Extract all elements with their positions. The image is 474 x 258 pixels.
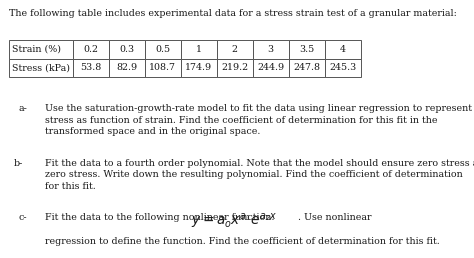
Text: 108.7: 108.7 xyxy=(149,63,176,72)
FancyBboxPatch shape xyxy=(9,40,73,59)
Text: 3.5: 3.5 xyxy=(299,45,314,54)
FancyBboxPatch shape xyxy=(253,59,289,77)
Text: . Use nonlinear: . Use nonlinear xyxy=(298,213,371,222)
Text: regression to define the function. Find the coefficient of determination for thi: regression to define the function. Find … xyxy=(45,237,440,246)
Text: 53.8: 53.8 xyxy=(80,63,101,72)
FancyBboxPatch shape xyxy=(217,40,253,59)
Text: 219.2: 219.2 xyxy=(221,63,248,72)
Text: 0.3: 0.3 xyxy=(119,45,134,54)
FancyBboxPatch shape xyxy=(145,40,181,59)
FancyBboxPatch shape xyxy=(109,40,145,59)
Text: a-: a- xyxy=(18,104,27,114)
Text: 2: 2 xyxy=(232,45,237,54)
FancyBboxPatch shape xyxy=(289,40,325,59)
Text: 3: 3 xyxy=(268,45,273,54)
Text: 245.3: 245.3 xyxy=(329,63,356,72)
Text: $\mathit{y} = a_o x^{a_1} e^{a_2 x}$: $\mathit{y} = a_o x^{a_1} e^{a_2 x}$ xyxy=(191,212,277,231)
Text: The following table includes experimental data for a stress strain test of a gra: The following table includes experimenta… xyxy=(9,9,456,18)
Text: Use the saturation-growth-rate model to fit the data using linear regression to : Use the saturation-growth-rate model to … xyxy=(45,104,472,136)
FancyBboxPatch shape xyxy=(217,59,253,77)
FancyBboxPatch shape xyxy=(145,59,181,77)
Text: c-: c- xyxy=(18,213,27,222)
FancyBboxPatch shape xyxy=(325,59,361,77)
Text: 82.9: 82.9 xyxy=(116,63,137,72)
FancyBboxPatch shape xyxy=(253,40,289,59)
FancyBboxPatch shape xyxy=(73,59,109,77)
Text: 174.9: 174.9 xyxy=(185,63,212,72)
Text: 0.5: 0.5 xyxy=(155,45,170,54)
Text: b-: b- xyxy=(13,159,23,168)
FancyBboxPatch shape xyxy=(325,40,361,59)
FancyBboxPatch shape xyxy=(181,40,217,59)
Text: 247.8: 247.8 xyxy=(293,63,320,72)
Text: 4: 4 xyxy=(340,45,346,54)
Text: Fit the data to the following nonlinear function:: Fit the data to the following nonlinear … xyxy=(45,213,278,222)
Text: Stress (kPa): Stress (kPa) xyxy=(12,63,70,72)
Text: 1: 1 xyxy=(196,45,201,54)
Text: 0.2: 0.2 xyxy=(83,45,98,54)
Text: Fit the data to a fourth order polynomial. Note that the model should ensure zer: Fit the data to a fourth order polynomia… xyxy=(45,159,474,191)
FancyBboxPatch shape xyxy=(73,40,109,59)
FancyBboxPatch shape xyxy=(289,59,325,77)
FancyBboxPatch shape xyxy=(9,59,73,77)
Text: Strain (%): Strain (%) xyxy=(12,45,61,54)
FancyBboxPatch shape xyxy=(181,59,217,77)
Text: 244.9: 244.9 xyxy=(257,63,284,72)
FancyBboxPatch shape xyxy=(109,59,145,77)
